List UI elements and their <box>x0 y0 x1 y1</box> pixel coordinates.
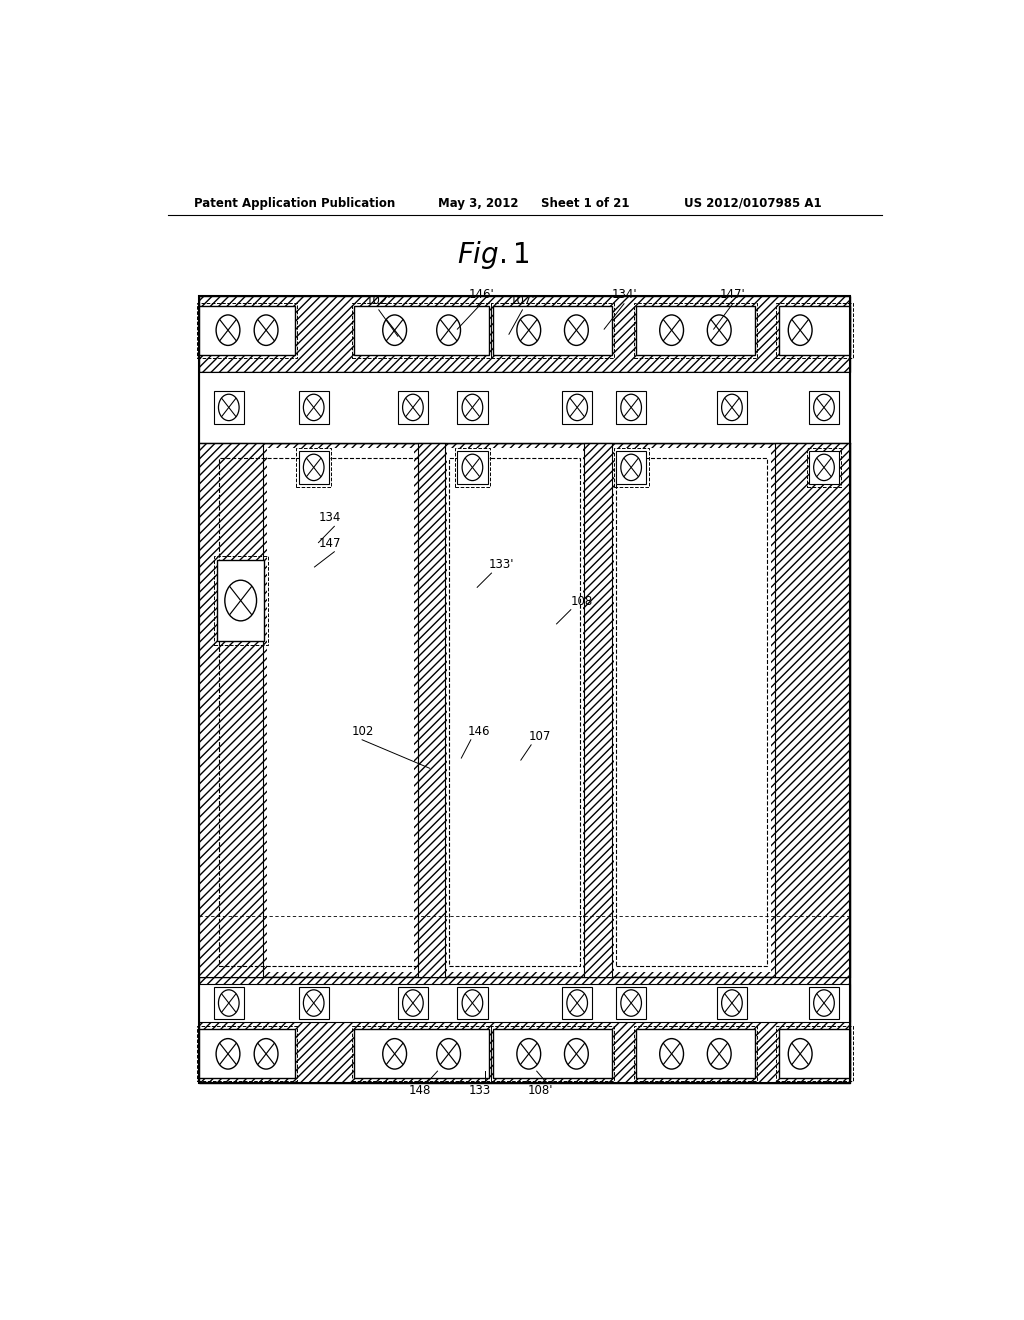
Text: Patent Application Publication: Patent Application Publication <box>194 197 395 210</box>
Bar <box>634 1027 758 1081</box>
Text: 102: 102 <box>352 725 374 738</box>
Bar <box>214 391 244 424</box>
Text: Sheet 1 of 21: Sheet 1 of 21 <box>541 197 629 210</box>
Bar <box>809 391 839 424</box>
Text: 146: 146 <box>468 725 490 738</box>
Bar <box>490 1027 614 1081</box>
Text: 102': 102' <box>366 294 391 306</box>
Bar <box>776 1027 853 1081</box>
Bar <box>214 987 244 1019</box>
Bar <box>200 372 850 444</box>
Bar <box>616 451 646 483</box>
Bar <box>200 444 850 977</box>
Bar <box>616 458 767 966</box>
Text: 134': 134' <box>611 288 637 301</box>
Bar <box>197 302 297 358</box>
Text: 133': 133' <box>489 558 515 572</box>
Text: 107: 107 <box>528 730 551 743</box>
Bar <box>267 447 414 972</box>
Bar <box>807 447 842 487</box>
Bar <box>613 447 648 487</box>
Bar <box>219 458 418 966</box>
Bar <box>778 1030 850 1078</box>
Bar <box>200 296 850 1084</box>
Bar <box>214 556 267 645</box>
Bar <box>397 987 428 1019</box>
Text: 146': 146' <box>468 288 494 301</box>
Bar <box>447 447 583 972</box>
Bar <box>200 1030 295 1078</box>
Bar <box>636 1030 755 1078</box>
Bar <box>494 1030 612 1078</box>
Bar <box>200 977 850 1084</box>
Text: 148: 148 <box>409 1084 431 1097</box>
Bar <box>354 1030 489 1078</box>
Bar <box>200 983 850 1022</box>
Bar <box>299 451 329 483</box>
Bar <box>458 451 487 483</box>
Bar <box>299 987 329 1019</box>
Bar <box>200 296 850 372</box>
Bar <box>585 444 612 977</box>
Bar <box>217 560 264 642</box>
Bar <box>776 302 853 358</box>
Bar <box>775 444 850 977</box>
Bar <box>418 444 445 977</box>
Bar <box>352 1027 492 1081</box>
Text: 107': 107' <box>510 294 536 306</box>
Bar <box>299 391 329 424</box>
Bar <box>717 391 748 424</box>
Bar <box>397 391 428 424</box>
Bar <box>717 987 748 1019</box>
Bar <box>809 987 839 1019</box>
Text: $\it{Fig.1}$: $\it{Fig.1}$ <box>458 239 529 271</box>
Bar <box>296 447 331 487</box>
Text: 108: 108 <box>570 594 593 607</box>
Bar <box>458 391 487 424</box>
Bar <box>809 451 839 483</box>
Bar <box>616 987 646 1019</box>
Bar <box>455 447 489 487</box>
Bar <box>613 447 771 972</box>
Bar <box>494 306 612 355</box>
Text: 133: 133 <box>468 1084 490 1097</box>
Bar <box>562 391 592 424</box>
Bar <box>778 306 850 355</box>
Text: May 3, 2012: May 3, 2012 <box>437 197 518 210</box>
Bar <box>200 306 295 355</box>
Bar <box>634 302 758 358</box>
Bar <box>490 302 614 358</box>
Text: 108': 108' <box>528 1084 553 1097</box>
Bar <box>616 391 646 424</box>
Bar <box>197 1027 297 1081</box>
Bar <box>200 444 263 977</box>
Bar <box>217 560 264 642</box>
Bar <box>450 458 581 966</box>
Bar <box>636 306 755 355</box>
Text: 134: 134 <box>318 511 341 524</box>
Bar <box>458 987 487 1019</box>
Text: 147: 147 <box>318 537 341 549</box>
Text: US 2012/0107985 A1: US 2012/0107985 A1 <box>684 197 821 210</box>
Bar <box>562 987 592 1019</box>
Text: 147': 147' <box>720 288 745 301</box>
Bar <box>352 302 492 358</box>
Bar <box>354 306 489 355</box>
